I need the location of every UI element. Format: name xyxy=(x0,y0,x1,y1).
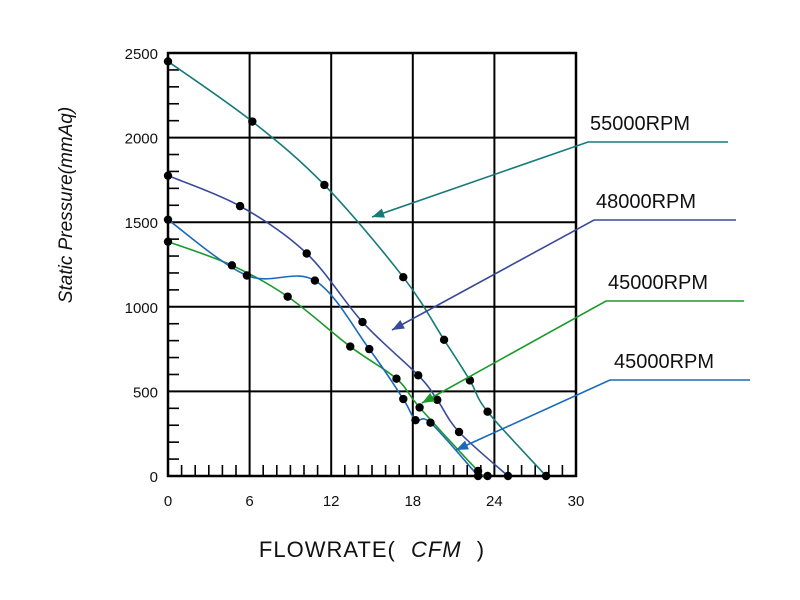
data-point xyxy=(483,471,492,481)
x-axis-label-prefix: FLOWRATE( xyxy=(259,537,396,562)
y-tick-label: 0 xyxy=(150,469,158,486)
x-tick-label: 18 xyxy=(404,493,421,510)
x-tick-label: 0 xyxy=(164,493,172,510)
data-point xyxy=(248,117,257,126)
data-point xyxy=(473,471,483,481)
arrow-icon xyxy=(372,208,385,218)
x-tick-label: 24 xyxy=(486,493,503,510)
arrow-icon xyxy=(392,319,405,330)
y-tick-label: 1500 xyxy=(125,215,158,232)
data-point xyxy=(439,335,449,344)
data-point xyxy=(163,215,173,224)
series-line xyxy=(167,174,509,477)
data-point xyxy=(415,403,424,412)
data-point xyxy=(358,317,367,327)
series-layer xyxy=(163,57,551,481)
data-point xyxy=(365,344,374,354)
data-point xyxy=(227,261,237,270)
legend-leader xyxy=(421,300,744,404)
legend-label: 55000RPM xyxy=(590,113,690,135)
y-tick-label: 500 xyxy=(133,384,158,401)
data-point xyxy=(163,171,173,180)
data-point xyxy=(483,407,492,416)
x-axis-label-unit: CFM xyxy=(411,537,462,562)
data-point xyxy=(302,249,311,258)
x-tick-label: 30 xyxy=(568,493,585,510)
data-point xyxy=(235,201,245,211)
data-point xyxy=(426,418,435,427)
data-point xyxy=(414,371,423,380)
legend-leader xyxy=(391,219,736,331)
minor-ticks xyxy=(168,69,564,476)
data-point xyxy=(283,292,292,301)
data-point xyxy=(392,374,401,383)
legend-label: 45000RPM xyxy=(608,272,708,294)
data-point xyxy=(163,237,173,246)
x-axis-label-suffix: ) xyxy=(477,537,485,562)
data-point xyxy=(163,57,173,66)
legend-label: 48000RPM xyxy=(596,191,696,213)
data-point xyxy=(399,394,408,404)
y-tick-label: 2500 xyxy=(125,46,158,63)
data-point xyxy=(242,271,252,280)
x-tick-label: 12 xyxy=(323,493,340,510)
data-point xyxy=(320,180,329,190)
tick-labels: 0 6 12 18 24 30 0 500 1000 1500 2000 2500 xyxy=(125,46,585,510)
legend-layer: 55000RPM 48000RPM 45000RPM 45000RPM xyxy=(371,113,750,451)
x-tick-label: 6 xyxy=(245,493,253,510)
data-point xyxy=(310,276,320,285)
legend-leader xyxy=(371,141,728,218)
data-point xyxy=(541,471,551,481)
data-point xyxy=(399,272,408,282)
data-point xyxy=(346,342,355,351)
data-point xyxy=(433,395,442,405)
arrow-icon xyxy=(422,392,435,403)
data-point xyxy=(454,427,464,437)
x-axis-label: FLOWRATE( CFM ) xyxy=(259,537,485,562)
data-point xyxy=(503,471,513,481)
data-point xyxy=(411,415,420,425)
y-tick-label: 1000 xyxy=(125,300,158,317)
y-tick-label: 2000 xyxy=(125,131,158,148)
y-axis-label: Static Pressure(mmAq) xyxy=(56,107,77,303)
legend-label: 45000RPM xyxy=(614,351,714,373)
legend-leader xyxy=(455,379,750,451)
arrow-icon xyxy=(456,440,469,450)
